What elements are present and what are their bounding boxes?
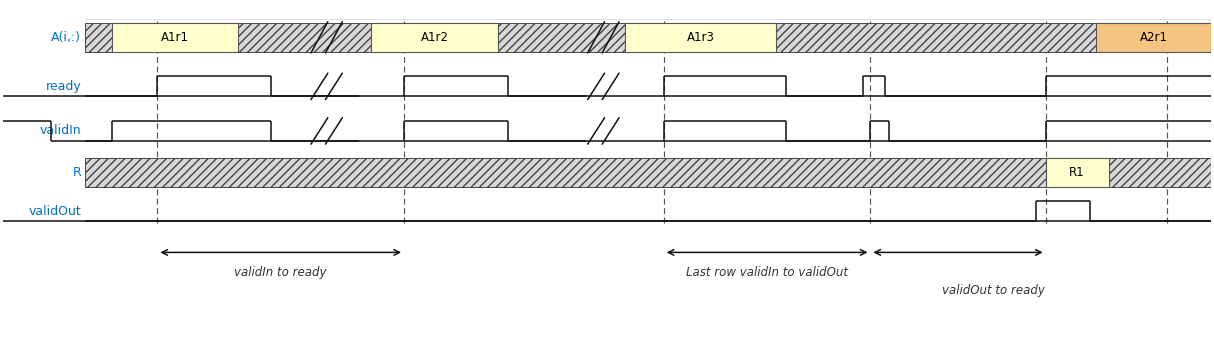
Text: A2r1: A2r1 xyxy=(1140,31,1168,44)
Text: validIn: validIn xyxy=(40,124,81,138)
Text: A1r2: A1r2 xyxy=(421,31,449,44)
Text: ready: ready xyxy=(46,80,81,93)
Text: A1r1: A1r1 xyxy=(161,31,189,44)
Text: validOut to ready: validOut to ready xyxy=(942,284,1045,297)
Text: R: R xyxy=(73,166,81,179)
Bar xyxy=(85,158,1212,187)
Bar xyxy=(85,23,1212,52)
Text: R1: R1 xyxy=(1070,166,1085,179)
Bar xyxy=(371,23,498,52)
Text: validIn to ready: validIn to ready xyxy=(234,266,327,279)
Text: A1r3: A1r3 xyxy=(687,31,715,44)
Bar xyxy=(1045,158,1108,187)
Text: validOut: validOut xyxy=(29,205,81,218)
Bar xyxy=(1096,23,1212,52)
Text: A(i,:): A(i,:) xyxy=(51,31,81,44)
Bar xyxy=(625,23,776,52)
Bar xyxy=(112,23,238,52)
Text: Last row validIn to validOut: Last row validIn to validOut xyxy=(686,266,847,279)
